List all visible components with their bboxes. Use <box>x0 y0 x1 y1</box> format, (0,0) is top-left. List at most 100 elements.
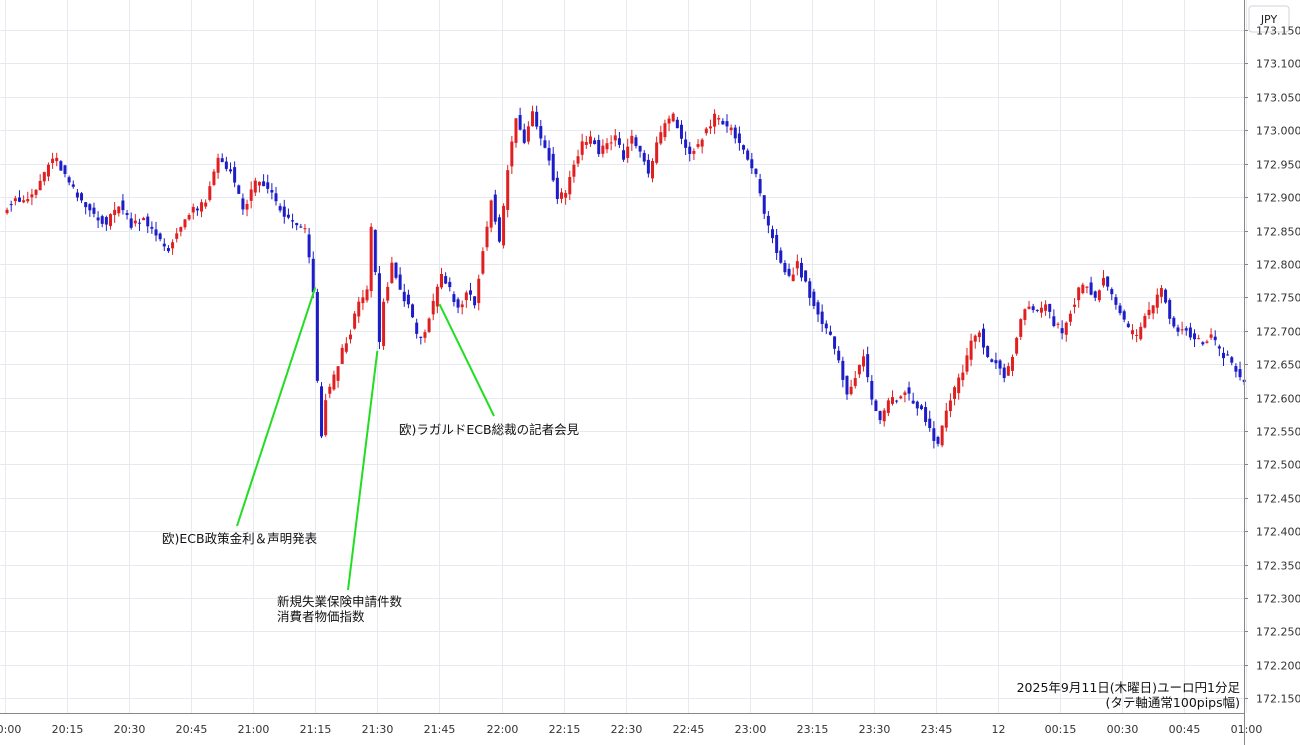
candle-body-down <box>121 200 125 211</box>
candle-body-down <box>402 291 406 302</box>
price-tick-label: 173.100 <box>1256 58 1300 71</box>
candle-body-down <box>373 229 377 273</box>
caption: 2025年9月11日(木曜日)ユーロ円1分足 (タテ軸通常100pips幅) <box>1017 680 1241 710</box>
candle-body-down <box>88 204 92 211</box>
candle-body-up <box>117 206 121 214</box>
candle-body-up <box>903 392 907 395</box>
annotation-label: 欧)ラガルドECB総裁の記者会見 <box>399 422 580 437</box>
candle-body-up <box>249 189 253 201</box>
time-tick-label: 22:15 <box>549 723 581 736</box>
candle-body-up <box>1044 304 1048 311</box>
candle-body-down <box>895 400 899 402</box>
candle-body-down <box>932 428 936 441</box>
candle-body-up <box>584 142 588 145</box>
candle-body-up <box>704 128 708 134</box>
candle-body-up <box>717 118 721 120</box>
candle-body-down <box>828 331 832 335</box>
candle-body-up <box>948 400 952 412</box>
candle-body-up <box>187 215 191 220</box>
candle-body-up <box>179 227 183 232</box>
candle-body-down <box>377 273 381 342</box>
price-tick-label: 172.150 <box>1256 693 1300 706</box>
candle-body-down <box>1193 333 1197 340</box>
candle-body-down <box>915 401 919 409</box>
candle-body-up <box>1068 313 1072 322</box>
candle-body-down <box>551 153 555 181</box>
candle-body-down <box>295 223 299 226</box>
candle-body-up <box>692 150 696 154</box>
candle-body-down <box>1093 291 1097 298</box>
candle-body-down <box>1234 366 1238 372</box>
annotation-line <box>438 303 495 417</box>
candle-body-down <box>162 243 166 247</box>
candle-body-down <box>497 217 501 242</box>
candle-body-down <box>547 147 551 161</box>
candle-body-up <box>328 386 332 394</box>
candle-body-up <box>38 180 42 191</box>
candle-body-up <box>1019 319 1023 337</box>
candle-body-down <box>518 115 522 130</box>
candle-body-up <box>133 220 137 224</box>
candle-body-down <box>775 234 779 253</box>
candle-body-up <box>613 135 617 141</box>
candle-body-up <box>212 171 216 185</box>
candle-body-down <box>233 167 237 183</box>
candle-body-up <box>191 206 195 213</box>
candle-body-up <box>423 332 427 338</box>
candle-body-down <box>311 258 315 293</box>
candle-body-down <box>1060 328 1064 334</box>
candle-body-up <box>580 141 584 155</box>
grid-layer <box>0 0 1247 713</box>
candle-body-down <box>473 296 477 306</box>
candle-body-up <box>626 146 630 158</box>
candle-body-up <box>1205 341 1209 343</box>
candle-body-down <box>816 302 820 315</box>
candle-body-down <box>166 248 170 252</box>
candle-body-down <box>675 119 679 129</box>
candle-body-up <box>30 194 34 198</box>
candle-body-down <box>1114 297 1118 305</box>
candle-body-up <box>55 157 59 162</box>
candle-body-down <box>804 270 808 282</box>
candle-body-down <box>787 268 791 276</box>
candle-body-up <box>22 200 26 203</box>
candle-body-up <box>1102 277 1106 286</box>
candle-body-down <box>195 208 199 211</box>
candle-body-up <box>369 226 373 292</box>
candle-body-down <box>617 138 621 145</box>
time-tick-label: 21:15 <box>300 723 332 736</box>
caption-line-2: (タテ軸通常100pips幅) <box>1106 695 1240 710</box>
candle-body-up <box>1155 294 1159 308</box>
candle-body-down <box>746 150 750 160</box>
candle-body-up <box>576 156 580 164</box>
candle-body-down <box>291 220 295 222</box>
candle-body-down <box>684 139 688 148</box>
candle-body-up <box>109 214 113 227</box>
candle-body-up <box>477 278 481 304</box>
candle-body-down <box>80 193 84 201</box>
candle-body-up <box>977 332 981 338</box>
candle-body-down <box>874 400 878 411</box>
candle-body-down <box>274 193 278 202</box>
currency-box[interactable] <box>1248 5 1290 33</box>
candle-body-down <box>878 411 882 421</box>
candle-body-up <box>671 113 675 122</box>
candle-body-down <box>742 145 746 150</box>
annotation-line <box>236 287 317 527</box>
candle-body-up <box>605 143 609 150</box>
candle-body-down <box>1122 311 1126 320</box>
candle-body-down <box>634 137 638 146</box>
candle-body-down <box>1106 276 1110 287</box>
candle-body-down <box>411 304 415 318</box>
candle-body-down <box>75 192 79 198</box>
candle-body-up <box>183 219 187 228</box>
candle-body-down <box>766 215 770 226</box>
price-tick-label: 172.500 <box>1256 459 1300 472</box>
candle-body-down <box>1184 328 1188 331</box>
candle-body-up <box>795 261 799 269</box>
candle-body-down <box>522 129 526 143</box>
candle-body-up <box>655 142 659 163</box>
time-tick-label: 22:00 <box>487 723 519 736</box>
candle-body-up <box>208 186 212 200</box>
